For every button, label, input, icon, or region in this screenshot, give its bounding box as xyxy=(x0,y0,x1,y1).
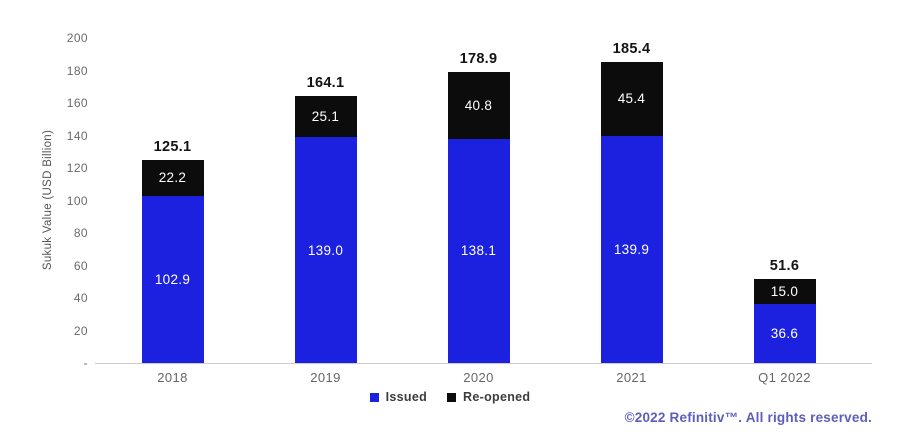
y-axis-tick-label: 120 xyxy=(66,161,88,175)
y-axis-tick-label: 40 xyxy=(73,291,88,305)
x-axis-category-label: 2021 xyxy=(616,370,647,385)
issued-value-label: 36.6 xyxy=(770,325,799,341)
bar-segment-reopened-2021: 45.4 xyxy=(600,61,663,136)
legend-swatch-icon xyxy=(447,392,457,402)
x-axis-category-label: 2018 xyxy=(157,370,188,385)
legend-item-issued: Issued xyxy=(369,390,428,404)
x-axis-category-label: 2019 xyxy=(310,370,341,385)
x-axis-category-label: 2020 xyxy=(463,370,494,385)
bar-segment-issued-2019: 139.0 xyxy=(294,137,357,363)
issued-value-label: 139.0 xyxy=(307,242,344,258)
x-axis-category-label: Q1 2022 xyxy=(758,370,811,385)
issued-value-label: 102.9 xyxy=(154,271,191,287)
y-axis-tick-label: 180 xyxy=(66,63,88,78)
y-axis-tick-label: 200 xyxy=(66,31,88,45)
reopened-value-label: 25.1 xyxy=(311,109,340,125)
y-axis-tick-label: 100 xyxy=(66,193,88,208)
copyright-text: ©2022 Refinitiv™. All rights reserved. xyxy=(624,410,872,425)
legend-label: Re-opened xyxy=(463,390,531,404)
y-axis-tick-label: 60 xyxy=(73,258,88,273)
legend-item-re-opened: Re-opened xyxy=(447,390,530,404)
y-axis-tick-label: 160 xyxy=(66,96,88,110)
total-value-label: 164.1 xyxy=(306,75,345,92)
reopened-value-label: 22.2 xyxy=(158,170,187,186)
legend-label: Issued xyxy=(385,390,428,404)
y-axis-tick-label: 80 xyxy=(73,226,88,240)
reopened-value-label: 40.8 xyxy=(464,97,493,113)
reopened-value-label: 15.0 xyxy=(770,283,799,299)
total-value-label: 178.9 xyxy=(459,51,498,68)
y-axis-tick-label: 140 xyxy=(66,128,88,143)
bar-segment-reopened-2019: 25.1 xyxy=(294,96,357,138)
y-axis-tick-label: 20 xyxy=(73,323,88,338)
bar-segment-reopened-2020: 40.8 xyxy=(447,72,510,139)
x-axis-line xyxy=(95,363,872,364)
total-value-label: 185.4 xyxy=(612,40,651,57)
bar-segment-reopened-Q1 2022: 15.0 xyxy=(753,279,816,304)
legend-swatch-icon xyxy=(369,392,379,402)
issued-value-label: 139.9 xyxy=(613,241,650,257)
reopened-value-label: 45.4 xyxy=(617,91,646,107)
y-axis-tick-label: - xyxy=(83,356,88,370)
total-value-label: 125.1 xyxy=(153,138,192,155)
bar-segment-issued-Q1 2022: 36.6 xyxy=(753,303,816,363)
total-value-label: 51.6 xyxy=(769,258,800,275)
bar-segment-issued-2020: 138.1 xyxy=(447,138,510,363)
issued-value-label: 138.1 xyxy=(460,243,497,259)
bar-segment-issued-2021: 139.9 xyxy=(600,135,663,363)
legend: Issued Re-opened xyxy=(0,390,900,404)
bar-segment-reopened-2018: 22.2 xyxy=(141,159,204,196)
bar-segment-issued-2018: 102.9 xyxy=(141,195,204,363)
